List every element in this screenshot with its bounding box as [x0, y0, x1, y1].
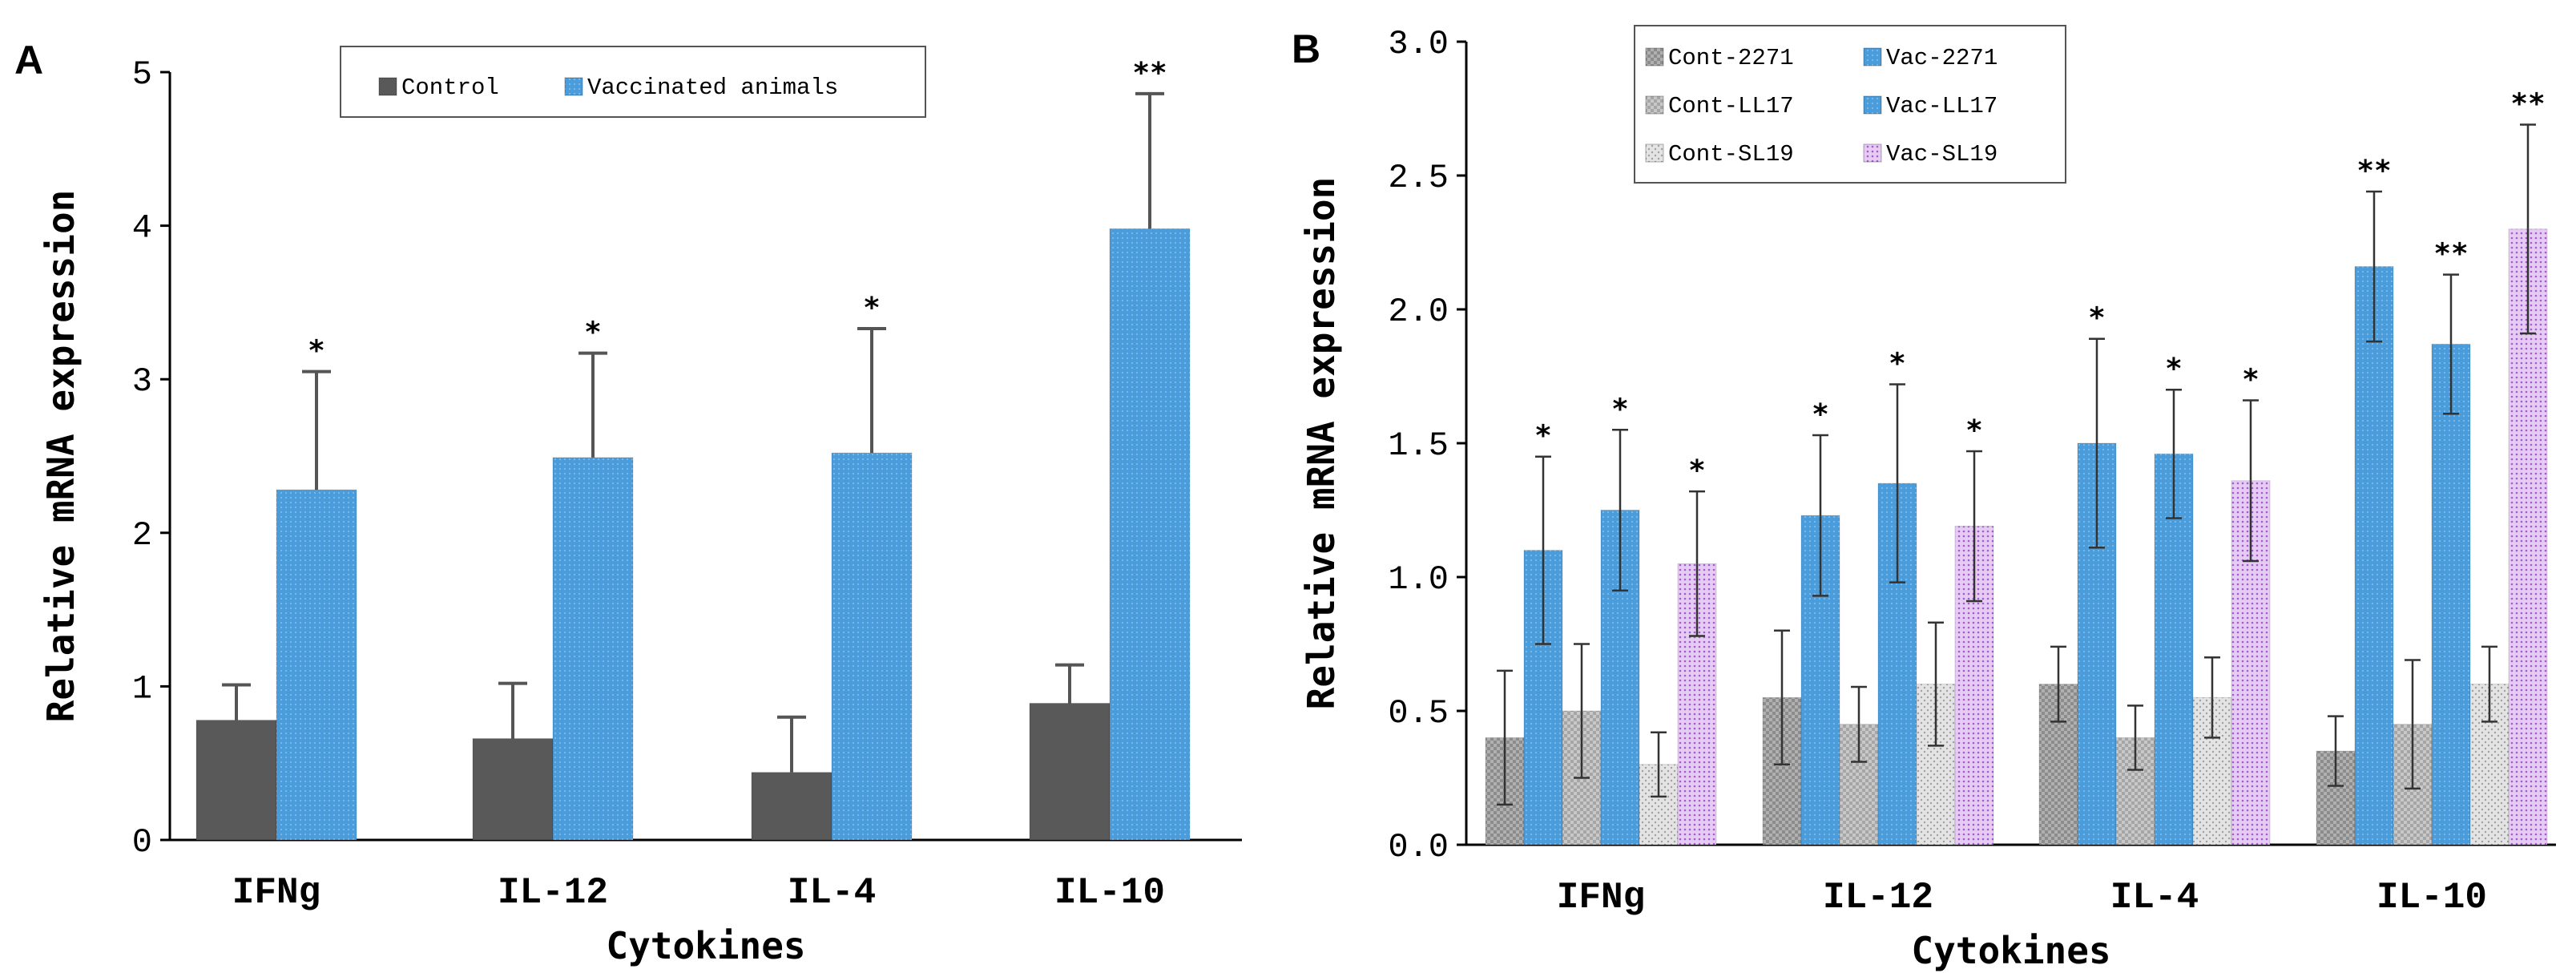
x-tick-label: IL-4: [788, 872, 876, 914]
x-tick-label: IL-10: [1054, 872, 1165, 914]
y-axis-label: Relative mRNA expression: [39, 190, 83, 723]
legend-swatch: [1645, 95, 1664, 115]
panel-a-chart: 0 1 2 3 4 5 * IFNg * IL-12 * IL-4 ** IL-10 Cytokines Re…: [39, 46, 1242, 967]
y-tick-label: 2.0: [1388, 293, 1449, 331]
significance-marker: *: [2088, 302, 2106, 335]
y-tick-label: 5: [132, 55, 152, 94]
legend-label: Cont-LL17: [1668, 93, 1794, 119]
legend-label: Cont-2271: [1668, 45, 1794, 71]
bar-vac-2271-il-10: [2354, 266, 2394, 846]
y-tick-label: 1: [132, 669, 152, 708]
bar-vac-ll17-il-10: [2431, 343, 2471, 846]
legend-swatch: [1645, 47, 1664, 67]
significance-marker: *: [1688, 454, 1706, 487]
significance-marker: **: [1132, 57, 1167, 90]
y-tick-label: 2: [132, 516, 152, 555]
significance-marker: **: [2356, 155, 2391, 188]
x-tick-label: IL-12: [1823, 877, 1933, 918]
y-tick-label: 0.5: [1388, 694, 1449, 733]
y-tick-label: 2.5: [1388, 159, 1449, 197]
y-axis-label: Relative mRNA expression: [1300, 177, 1343, 710]
significance-marker: *: [1611, 393, 1629, 426]
x-tick-label: IL-10: [2376, 877, 2487, 918]
y-tick-label: 0: [132, 823, 152, 862]
y-tick-label: 3.0: [1388, 25, 1449, 63]
panel-a-letter: A: [14, 38, 43, 83]
x-axis-label: Cytokines: [1911, 929, 2110, 972]
legend-label: Vaccinated animals: [587, 75, 838, 101]
legend-swatch: [1863, 47, 1882, 67]
significance-marker: *: [308, 335, 325, 368]
legend-box: [340, 46, 926, 118]
bar-vaccinated-animals-il-10: [1109, 228, 1191, 841]
legend-swatch: [1863, 95, 1882, 115]
x-tick-label: IL-12: [498, 872, 608, 914]
legend-box: [1634, 25, 2066, 184]
bar-control-il-10: [1029, 702, 1111, 841]
significance-marker: *: [1812, 398, 1829, 431]
significance-marker: *: [1534, 420, 1552, 453]
bar-vaccinated-animals-il-12: [552, 457, 634, 841]
legend-swatch: [564, 77, 583, 96]
x-tick-label: IFNg: [1557, 877, 1645, 918]
legend-swatch: [378, 77, 397, 96]
legend-label: Vac-SL19: [1886, 141, 1998, 168]
bar-control-il-12: [472, 738, 554, 841]
significance-marker: *: [1965, 414, 1983, 447]
significance-marker: *: [2165, 353, 2183, 386]
y-tick-label: 1.5: [1388, 426, 1449, 465]
legend-label: Vac-2271: [1886, 45, 1998, 71]
significance-marker: *: [863, 292, 881, 325]
bar-control-ifng: [196, 720, 277, 841]
panel-b-chart: 0.00.51.01.52.02.53.0***IFNg***IL-12** *I…: [1300, 25, 2556, 972]
legend-swatch: [1863, 143, 1882, 163]
bar-vaccinated-animals-il-4: [831, 452, 913, 841]
significance-marker: *: [1889, 348, 1906, 381]
significance-marker: *: [2242, 364, 2260, 397]
x-tick-label: IL-4: [2110, 877, 2199, 918]
significance-marker: **: [2433, 238, 2468, 271]
y-tick-label: 1.0: [1388, 560, 1449, 599]
legend-label: Cont-SL19: [1668, 141, 1794, 168]
legend-label: Vac-LL17: [1886, 93, 1998, 119]
x-axis-label: Cytokines: [606, 924, 805, 967]
bar-vaccinated-animals-ifng: [276, 489, 357, 841]
bar-control-il-4: [751, 772, 832, 841]
legend-swatch: [1645, 143, 1664, 163]
y-tick-label: 4: [132, 209, 152, 248]
y-tick-label: 3: [132, 362, 152, 401]
significance-marker: **: [2510, 88, 2545, 121]
x-tick-label: IFNg: [232, 872, 320, 914]
panel-b-letter: B: [1292, 26, 1320, 71]
significance-marker: *: [584, 317, 602, 349]
legend-label: Control: [401, 75, 499, 101]
y-tick-label: 0.0: [1388, 828, 1449, 866]
